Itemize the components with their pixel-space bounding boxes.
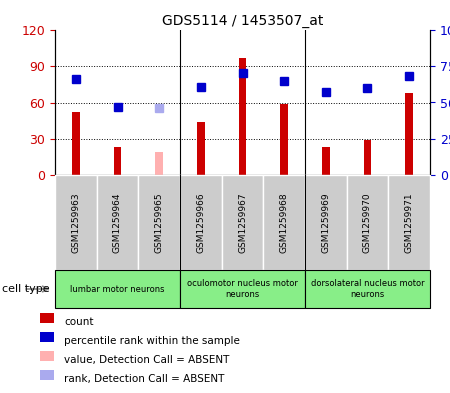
Bar [114, 147, 121, 175]
Bar [155, 152, 163, 175]
Bar [40, 370, 54, 380]
Text: count: count [64, 317, 94, 327]
Text: GSM1259963: GSM1259963 [72, 192, 81, 253]
Bar [322, 147, 329, 175]
Bar [55, 175, 97, 270]
Text: lumbar motor neurons: lumbar motor neurons [70, 285, 165, 294]
Bar [180, 270, 305, 308]
Bar [305, 175, 346, 270]
Title: GDS5114 / 1453507_at: GDS5114 / 1453507_at [162, 14, 323, 28]
Bar [72, 112, 80, 175]
Text: value, Detection Call = ABSENT: value, Detection Call = ABSENT [64, 355, 230, 365]
Bar [222, 175, 263, 270]
Text: oculomotor nucleus motor
neurons: oculomotor nucleus motor neurons [187, 279, 298, 299]
Bar [40, 351, 54, 361]
Text: percentile rank within the sample: percentile rank within the sample [64, 336, 240, 346]
Text: GSM1259970: GSM1259970 [363, 192, 372, 253]
Bar [197, 122, 205, 175]
Bar [180, 175, 222, 270]
Text: cell type: cell type [2, 284, 50, 294]
Bar [138, 175, 180, 270]
Bar [346, 175, 388, 270]
Bar [364, 140, 371, 175]
Bar [55, 270, 180, 308]
Bar [97, 175, 138, 270]
Text: dorsolateral nucleus motor
neurons: dorsolateral nucleus motor neurons [310, 279, 424, 299]
Bar [405, 93, 413, 175]
Bar [239, 58, 246, 175]
Bar [40, 312, 54, 323]
Bar [280, 104, 288, 175]
Bar [40, 332, 54, 342]
Text: GSM1259971: GSM1259971 [405, 192, 414, 253]
Bar [305, 270, 430, 308]
Text: GSM1259964: GSM1259964 [113, 192, 122, 253]
Bar [388, 175, 430, 270]
Text: GSM1259969: GSM1259969 [321, 192, 330, 253]
Text: GSM1259965: GSM1259965 [155, 192, 164, 253]
Text: GSM1259967: GSM1259967 [238, 192, 247, 253]
Text: rank, Detection Call = ABSENT: rank, Detection Call = ABSENT [64, 375, 225, 384]
Bar [263, 175, 305, 270]
Text: GSM1259968: GSM1259968 [279, 192, 288, 253]
Text: GSM1259966: GSM1259966 [196, 192, 205, 253]
